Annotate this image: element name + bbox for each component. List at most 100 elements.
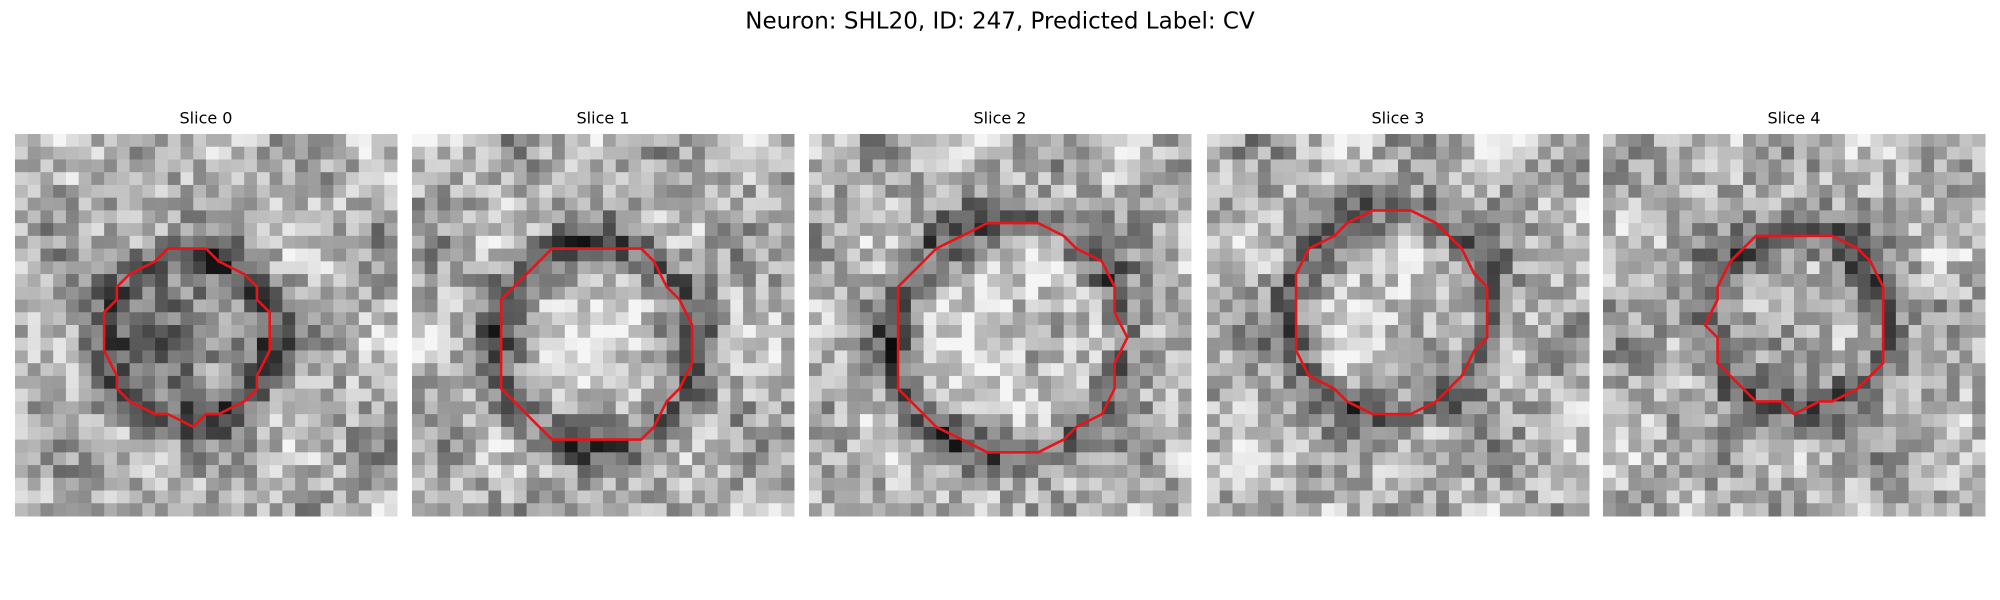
- pixel: [1781, 363, 1795, 377]
- pixel: [437, 439, 451, 453]
- pixel: [1448, 465, 1463, 479]
- pixel: [809, 134, 823, 148]
- pixel: [834, 490, 848, 504]
- pixel: [666, 146, 680, 160]
- pixel: [834, 134, 848, 148]
- pixel: [1883, 426, 1897, 441]
- pixel: [1908, 184, 1922, 199]
- pixel: [1461, 465, 1475, 479]
- pixel: [384, 350, 398, 364]
- pixel: [1806, 337, 1820, 351]
- pixel: [755, 248, 770, 262]
- pixel: [872, 388, 886, 402]
- pixel: [412, 210, 426, 224]
- pixel: [450, 146, 464, 160]
- pixel: [1207, 439, 1221, 453]
- pixel: [768, 490, 782, 504]
- pixel: [1755, 312, 1770, 326]
- pixel: [1347, 159, 1361, 173]
- pixel: [1743, 312, 1757, 326]
- pixel: [743, 134, 757, 148]
- pixel: [206, 172, 220, 186]
- pixel: [27, 503, 41, 517]
- pixel: [206, 388, 220, 402]
- pixel: [104, 223, 118, 237]
- pixel: [1270, 274, 1284, 288]
- pixel: [1844, 248, 1859, 262]
- pixel: [1603, 312, 1617, 326]
- pixel: [513, 477, 528, 492]
- pixel: [358, 184, 373, 199]
- pixel: [307, 375, 322, 390]
- pixel: [1436, 465, 1450, 479]
- pixel: [603, 350, 617, 364]
- pixel: [1000, 223, 1014, 237]
- pixel: [282, 414, 296, 428]
- pixel: [1819, 363, 1833, 377]
- pixel: [615, 248, 629, 262]
- pixel: [1063, 465, 1077, 479]
- pixel: [923, 172, 937, 186]
- pixel: [1794, 248, 1808, 262]
- pixel: [1000, 235, 1014, 250]
- pixel: [1883, 197, 1897, 211]
- pixel: [1321, 439, 1335, 453]
- pixel: [91, 197, 105, 211]
- pixel: [129, 350, 143, 364]
- pixel: [104, 235, 118, 250]
- pixel: [1743, 414, 1757, 428]
- pixel: [1219, 286, 1233, 301]
- pixel: [475, 490, 489, 504]
- pixel: [974, 146, 988, 160]
- pixel: [1499, 197, 1514, 211]
- pixel: [1717, 286, 1731, 301]
- pixel: [1232, 223, 1246, 237]
- pixel: [1628, 223, 1642, 237]
- pixel: [679, 414, 693, 428]
- pixel: [910, 490, 925, 504]
- pixel: [1398, 477, 1412, 492]
- pixel: [1436, 439, 1450, 453]
- pixel: [539, 452, 553, 466]
- pixel: [628, 223, 642, 237]
- pixel: [358, 159, 373, 173]
- pixel: [859, 235, 874, 250]
- pixel: [1127, 286, 1141, 301]
- pixel: [641, 490, 655, 504]
- pixel: [501, 426, 515, 441]
- pixel: [1870, 401, 1884, 415]
- pixel: [1321, 350, 1335, 364]
- pixel: [346, 439, 360, 453]
- pixel: [1743, 210, 1757, 224]
- pixel: [1461, 503, 1475, 517]
- pixel: [1245, 401, 1259, 415]
- pixel: [231, 414, 245, 428]
- pixel: [1487, 363, 1501, 377]
- pixel: [603, 197, 617, 211]
- pixel: [1334, 146, 1348, 160]
- pixel: [809, 146, 823, 160]
- pixel: [104, 465, 118, 479]
- pixel: [424, 350, 438, 364]
- pixel: [1219, 452, 1233, 466]
- pixel: [1270, 363, 1284, 377]
- pixel: [475, 477, 489, 492]
- pixel: [1615, 439, 1629, 453]
- pixel: [1538, 388, 1552, 402]
- pixel: [1050, 337, 1065, 351]
- pixel: [1140, 134, 1154, 148]
- pixel: [1448, 274, 1463, 288]
- pixel: [1152, 363, 1167, 377]
- pixel: [1232, 503, 1246, 517]
- pixel: [462, 350, 477, 364]
- pixel: [450, 401, 464, 415]
- pixel: [1257, 159, 1272, 173]
- pixel: [1538, 439, 1552, 453]
- pixel: [116, 426, 131, 441]
- pixel: [1000, 350, 1014, 364]
- pixel: [1743, 452, 1757, 466]
- pixel: [539, 439, 553, 453]
- pixel: [564, 465, 579, 479]
- pixel: [730, 197, 744, 211]
- pixel: [384, 465, 398, 479]
